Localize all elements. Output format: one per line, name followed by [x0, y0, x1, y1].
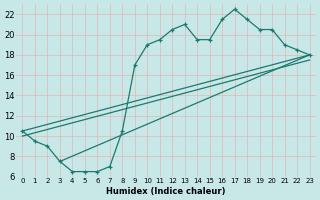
X-axis label: Humidex (Indice chaleur): Humidex (Indice chaleur): [106, 187, 226, 196]
